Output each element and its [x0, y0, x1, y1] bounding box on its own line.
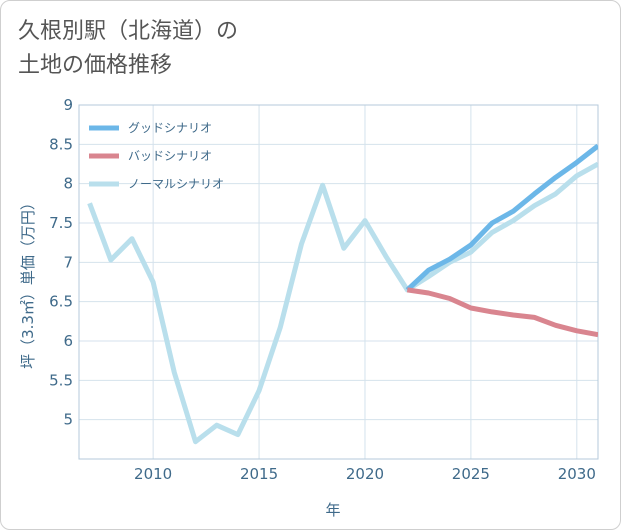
y-tick-label: 8	[63, 175, 73, 193]
y-tick-label: 7.5	[49, 214, 73, 232]
good-scenario-line	[405, 143, 598, 292]
legend-label: バッドシナリオ	[128, 149, 212, 163]
x-tick-label: 2025	[452, 465, 490, 483]
legend-label: グッドシナリオ	[128, 121, 212, 135]
x-tick-label: 2010	[134, 465, 172, 483]
y-axis-ticks: 5 5.5 6 6.5 7 7.5 8 8.5 9	[49, 96, 73, 429]
x-axis-label: 年	[325, 501, 340, 519]
chart-title-line-1: 久根別駅（北海道）の	[18, 19, 239, 44]
y-tick-label: 5.5	[49, 371, 73, 389]
x-tick-label: 2020	[346, 465, 384, 483]
x-axis-ticks: 2010 2015 2020 2025 2030	[134, 465, 596, 483]
y-tick-label: 6.5	[49, 293, 73, 311]
y-tick-label: 6	[63, 332, 73, 350]
normal-scenario-line	[87, 161, 598, 445]
y-tick-label: 8.5	[49, 135, 73, 153]
y-axis-label: 坪（3.3㎡）単価（万円）	[19, 195, 37, 369]
plot-frame	[78, 104, 599, 460]
y-tick-label: 5	[63, 411, 73, 429]
y-tick-label: 9	[63, 96, 73, 114]
chart-title: 久根別駅（北海道）の 土地の価格推移	[18, 15, 238, 83]
series-lines	[87, 143, 598, 445]
x-tick-label: 2030	[558, 465, 596, 483]
x-tick-label: 2015	[240, 465, 278, 483]
chart-title-line-2: 土地の価格推移	[18, 53, 173, 78]
y-tick-label: 7	[63, 253, 73, 271]
bad-scenario-line	[406, 287, 598, 338]
legend-label: ノーマルシナリオ	[128, 177, 224, 191]
